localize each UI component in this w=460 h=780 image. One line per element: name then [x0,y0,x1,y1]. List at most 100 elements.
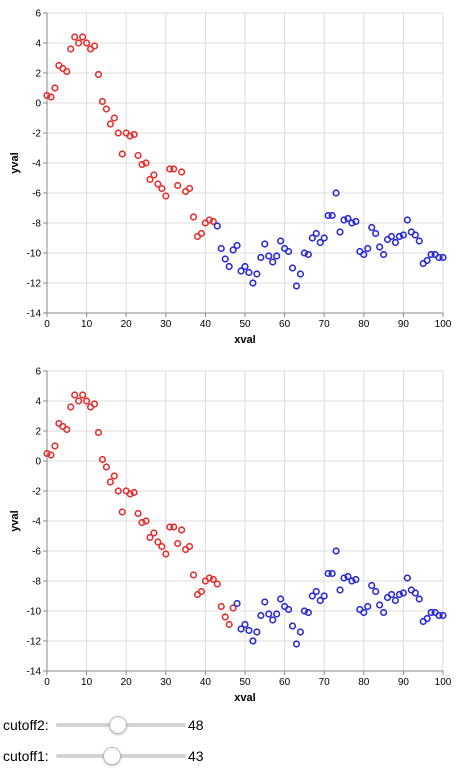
chart2-data-point [98,455,107,464]
chart1-data-point [154,180,162,188]
chart1-data-point [277,237,285,245]
chart1-data-point [273,252,281,260]
chart2-data-point [380,608,388,617]
chart1-data-point [284,247,293,256]
chart2-x-tick-label: 60 [279,677,291,688]
cutoff1-slider-thumb[interactable] [102,747,121,765]
chart1-data-point [79,33,87,41]
chart2-data-point [63,425,71,434]
chart1-data-point [435,253,443,262]
chart1-x-tick-label: 30 [160,319,172,330]
chart1-y-tick-label: 2 [35,69,41,80]
chart2-data-point [106,478,114,486]
chart1-data-point [43,91,51,100]
chart2-y-tick-label: 2 [35,427,41,438]
chart1-data-point [106,120,114,128]
chart2-data-point [364,602,372,611]
chart1-x-tick-label: 90 [398,319,410,330]
cutoff2-slider-thumb[interactable] [109,716,128,734]
chart2-data-point [324,569,332,578]
chart1-data-point [178,168,186,176]
chart2-data-point [344,572,352,581]
chart2-x-tick-label: 70 [319,677,331,688]
chart2-data-point [229,604,237,612]
chart1-data-point [415,237,423,245]
chart1-data-point [237,267,245,275]
chart2-data-point [162,550,170,558]
chart1-data-point [150,171,158,179]
chart1-x-tick-label: 70 [319,319,331,330]
chart2-data-point [90,400,99,408]
chart1-y-tick-label: -2 [32,129,41,140]
chart1-data-point [403,216,411,224]
chart2-x-axis-title: xval [234,692,255,704]
chart2-y-tick-label: -8 [32,577,41,588]
chart1-data-point [336,228,344,236]
chart2-data-point [217,602,225,611]
chart1-data-point [332,189,340,197]
chart1-data-point [205,216,213,224]
chart1-data-point [174,181,182,190]
chart2-data-point [348,577,356,585]
chart2-data-point [225,620,233,629]
chart1-data-point [134,151,142,160]
chart1-y-tick-label: -4 [32,159,41,170]
chart1-data-point [380,250,388,259]
chart2-data-point [110,472,118,480]
chart2-data-point [47,451,55,459]
chart2-data-point [166,523,174,531]
chart2-data-point [257,611,265,620]
chart1-data-point [170,165,178,173]
chart2-data-point [399,589,408,597]
chart2-plot-area: 0 10 20 30 40 50 60 70 80 90 1006420-2-4-6-8-10-12… [9,367,452,705]
chart2-data-point [154,538,162,546]
chart2-y-tick-label: 6 [35,367,41,378]
chart1-x-tick-label: 60 [279,319,291,330]
chart2-data-point [130,488,138,497]
chart1-data-point [245,268,253,277]
chart2-data-point [189,571,198,579]
chart2-data-point [75,397,83,405]
chart2-data-point [395,590,404,599]
chart1-data-point [316,238,324,247]
chart2-data-point [102,463,110,471]
chart1-data-point [300,249,309,257]
chart2-data-point [126,490,134,498]
chart1-data-point [427,250,435,259]
chart1-y-tick-label: -12 [27,279,42,290]
chart1-data-point [229,246,237,254]
chart1-data-point [225,262,233,271]
cutoff2-slider[interactable] [56,716,186,734]
chart2-data-point [71,391,79,399]
chart1-data-point [269,258,277,266]
chart1-data-point [114,129,122,137]
chart2-data-point [312,587,320,596]
chart1-x-tick-label: 80 [358,319,370,330]
cutoff1-label: cutoff1: [3,748,49,764]
chart1-data-point [90,42,99,50]
cutoff1-slider[interactable] [56,747,186,765]
cutoff1-control: cutoff1: 43 [0,745,460,769]
chart2-data-point [185,542,194,551]
chart1-data-point [423,256,431,265]
chart1-data-point [308,234,316,242]
chart2-data-point [51,442,59,450]
chart2-y-tick-label: -6 [32,547,41,558]
chart1-data-point [241,262,249,271]
chart1-data-point [364,244,372,253]
chart1-data-point [292,282,301,290]
chart1-data-point [395,232,404,241]
chart1-data-point [320,234,328,242]
chart2-data-point [43,449,51,458]
chart2-data-point [304,608,312,617]
chart2-data-point [82,397,91,405]
chart2-data-point [332,547,340,555]
chart1-data-point [352,217,360,226]
chart1-data-point [185,184,194,193]
chart1-data-point [344,214,352,223]
chart1-x-tick-label: 50 [239,319,251,330]
chart2-data-point [233,599,241,608]
chart2-x-tick-label: 40 [200,677,212,688]
chart1-data-point [376,243,384,251]
chart2-y-axis-title: yval [9,510,21,531]
